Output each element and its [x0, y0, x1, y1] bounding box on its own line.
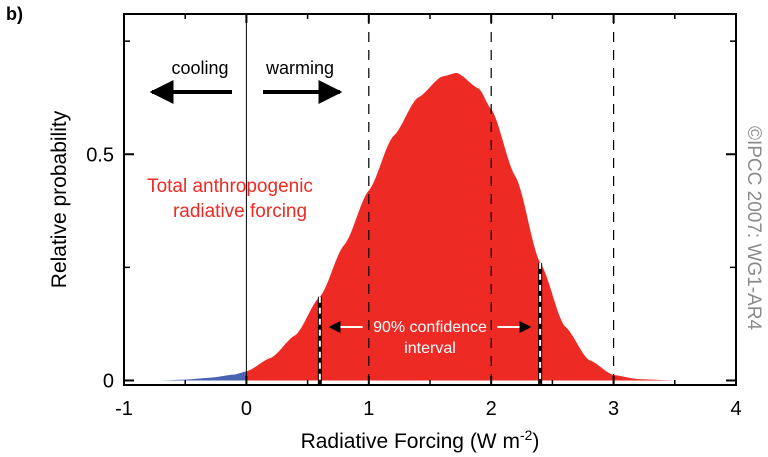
- panel-label: b): [6, 4, 23, 24]
- y-axis-title: Relative probability: [48, 110, 71, 288]
- distribution-fills: [160, 72, 675, 381]
- x-tick-label: 0: [241, 398, 252, 420]
- negative-forcing-area: [160, 371, 247, 381]
- ci-label-line2: interval: [404, 340, 456, 357]
- copyright-watermark: ©IPCC 2007: WG1-AR4: [738, 8, 768, 448]
- x-tick-label: -1: [115, 398, 133, 420]
- ci-label-line1: 90% confidence: [373, 319, 487, 336]
- axis-ticks: -1 0 1 2 3 400.5: [86, 14, 742, 420]
- x-tick-label: 3: [608, 398, 619, 420]
- positive-forcing-area: [246, 72, 675, 381]
- x-tick-label: 2: [486, 398, 497, 420]
- cooling-label: cooling: [171, 58, 228, 78]
- copyright-text: ©IPCC 2007: WG1-AR4: [743, 125, 764, 331]
- y-tick-label: 0.5: [86, 144, 114, 166]
- warming-label: warming: [265, 58, 334, 78]
- curve-label-line1: Total anthropogenic: [147, 176, 313, 197]
- curve-label-line2: radiative forcing: [173, 201, 307, 222]
- x-tick-label: 1: [363, 398, 374, 420]
- reference-lines: [245, 14, 615, 385]
- x-tick-label: 4: [730, 398, 741, 420]
- confidence-interval-lines: [317, 262, 543, 385]
- y-tick-label: 0: [103, 370, 114, 392]
- x-axis-title: Radiative Forcing (W m-2): [301, 427, 540, 453]
